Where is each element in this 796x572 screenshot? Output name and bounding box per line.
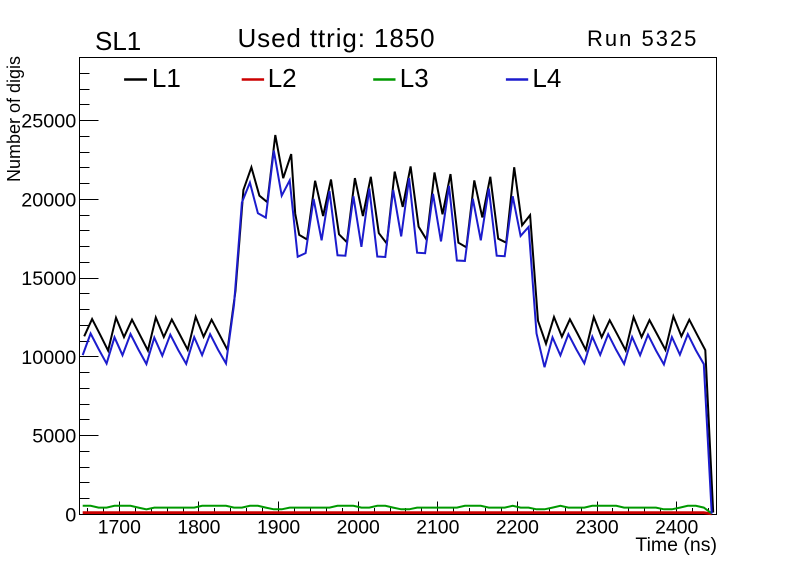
svg-text:10000: 10000 xyxy=(21,347,76,369)
svg-text:15000: 15000 xyxy=(21,268,76,290)
svg-text:L2: L2 xyxy=(268,63,297,93)
svg-text:2300: 2300 xyxy=(576,516,619,538)
svg-text:SL1: SL1 xyxy=(95,26,141,56)
svg-text:25000: 25000 xyxy=(21,111,76,133)
svg-text:2200: 2200 xyxy=(496,516,539,538)
svg-text:Run 5325: Run 5325 xyxy=(587,26,698,51)
svg-text:0: 0 xyxy=(65,505,76,527)
svg-text:Used ttrig: 1850: Used ttrig: 1850 xyxy=(238,23,436,53)
svg-text:L4: L4 xyxy=(532,63,561,93)
svg-text:1700: 1700 xyxy=(98,516,141,538)
svg-text:2000: 2000 xyxy=(337,516,380,538)
svg-text:2100: 2100 xyxy=(416,516,459,538)
svg-text:20000: 20000 xyxy=(21,189,76,211)
svg-text:1800: 1800 xyxy=(177,516,220,538)
svg-text:5000: 5000 xyxy=(32,426,76,448)
svg-text:Number of digis: Number of digis xyxy=(4,56,24,182)
svg-text:1900: 1900 xyxy=(257,516,300,538)
svg-text:L1: L1 xyxy=(152,63,181,93)
svg-text:L3: L3 xyxy=(400,63,429,93)
svg-text:2400: 2400 xyxy=(655,516,698,538)
svg-text:Time (ns): Time (ns) xyxy=(635,534,717,556)
